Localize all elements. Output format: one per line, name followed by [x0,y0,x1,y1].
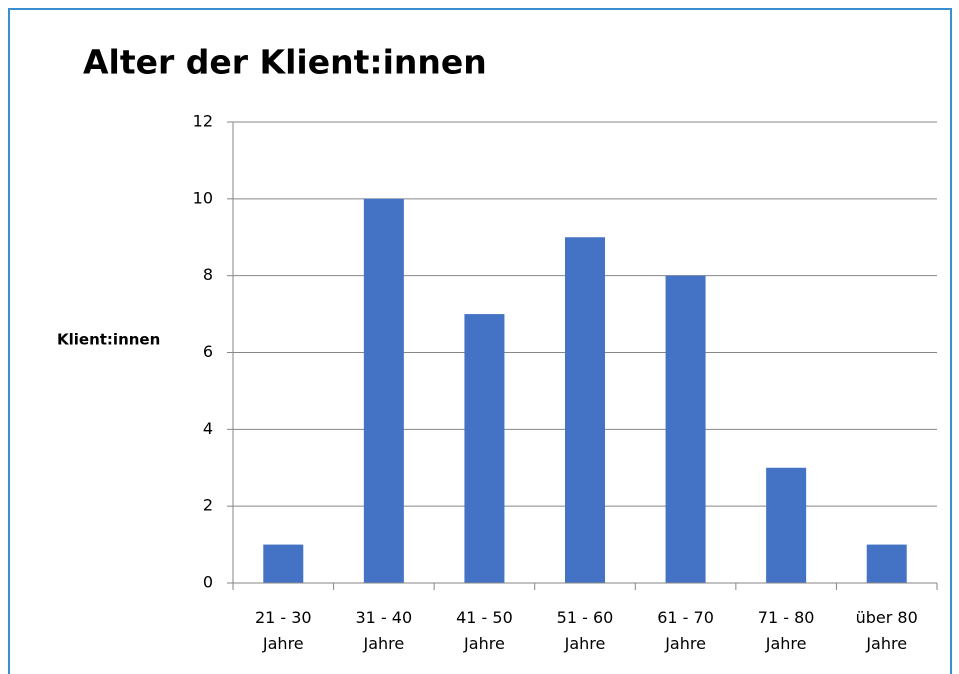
y-tick-label: 2 [203,496,213,515]
x-tick-label: 51 - 60 Jahre [556,608,614,653]
bar [464,314,505,583]
x-tick-label: 31 - 40 Jahre [355,608,413,653]
y-tick-label: 6 [203,342,213,361]
bar [866,544,907,583]
bar [565,237,605,583]
x-tick-label: über 80 Jahre [855,608,918,653]
x-tick-label: 41 - 50 Jahre [456,608,513,653]
bar [263,544,304,583]
bar [665,275,706,583]
y-tick-label: 4 [203,419,213,438]
y-tick-label: 0 [203,573,213,592]
x-tick-label: 21 - 30 Jahre [254,608,312,653]
y-tick-label: 8 [203,265,213,284]
x-tick-label: 71 - 80 Jahre [757,608,815,653]
chart-frame [8,8,952,674]
y-axis-label: Klient:innen [57,331,160,349]
chart-title: Alter der Klient:innen [83,43,487,82]
y-tick-label: 10 [193,188,213,207]
y-tick-label: 12 [193,112,213,131]
bar [766,467,807,583]
bar [363,198,404,584]
x-tick-label: 61 - 70 Jahre [657,608,714,653]
